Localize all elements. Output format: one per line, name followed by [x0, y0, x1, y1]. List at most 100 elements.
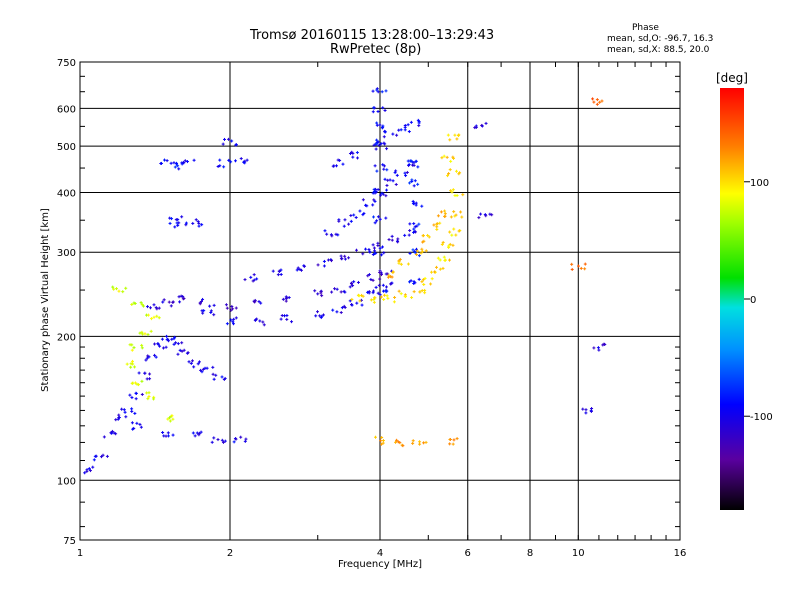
data-point [452, 227, 456, 231]
data-point [171, 433, 175, 437]
data-point [411, 439, 415, 443]
data-point [230, 139, 234, 143]
data-point [259, 301, 263, 305]
data-point [343, 257, 347, 261]
data-point [382, 135, 386, 139]
data-point [412, 163, 416, 167]
data-point [132, 301, 136, 305]
data-point [239, 435, 243, 439]
x-tick-label: 4 [377, 548, 383, 559]
data-point [166, 431, 170, 435]
data-point [251, 279, 255, 283]
data-point [257, 300, 261, 304]
data-point [130, 407, 134, 411]
data-point [453, 214, 457, 218]
data-point [153, 353, 157, 357]
data-point [414, 159, 418, 163]
data-point [413, 251, 417, 255]
data-point [129, 365, 133, 369]
data-point [372, 300, 376, 304]
data-point [91, 465, 95, 469]
data-point [285, 296, 289, 300]
data-point [180, 161, 184, 165]
data-point [176, 164, 180, 168]
data-point [584, 411, 588, 415]
data-point [395, 438, 399, 442]
data-point [331, 308, 335, 312]
data-point [212, 377, 216, 381]
data-point [216, 438, 220, 442]
data-point [115, 287, 119, 291]
data-point [397, 128, 401, 132]
data-point [435, 227, 439, 231]
data-point [364, 247, 368, 251]
data-point [161, 300, 165, 304]
data-point [412, 184, 416, 188]
data-point [140, 346, 144, 350]
data-point [369, 278, 373, 282]
data-point [447, 244, 451, 248]
data-point [422, 283, 426, 287]
data-point [371, 243, 375, 247]
data-point [384, 194, 388, 198]
data-point [448, 230, 452, 234]
data-point [356, 156, 360, 160]
data-point [378, 271, 382, 275]
data-point [386, 275, 390, 279]
data-point [335, 287, 339, 291]
data-point [224, 303, 228, 307]
data-point [366, 290, 370, 294]
data-point [371, 278, 375, 282]
data-point [196, 362, 200, 366]
y-tick-label: 600 [57, 104, 76, 115]
data-point [339, 254, 343, 258]
data-point [210, 440, 214, 444]
data-point [152, 315, 156, 319]
grid-lines [80, 62, 680, 540]
data-point [277, 269, 281, 273]
data-point [201, 297, 205, 301]
data-point [390, 234, 394, 238]
data-point [131, 427, 135, 431]
data-point [412, 227, 416, 231]
chart-subtitle: RwPretec (8p) [330, 42, 422, 57]
data-point [378, 293, 382, 297]
data-point [254, 318, 258, 322]
data-point [159, 162, 163, 166]
data-point [170, 414, 174, 418]
data-point [258, 319, 262, 323]
data-point [451, 188, 455, 192]
data-point [231, 320, 235, 324]
data-point [406, 262, 410, 266]
data-point [185, 160, 189, 164]
data-point [88, 469, 92, 473]
data-point [234, 306, 238, 310]
data-point [187, 360, 191, 364]
data-point [368, 250, 372, 254]
data-point [205, 366, 209, 370]
data-point [383, 108, 387, 112]
data-point [420, 204, 424, 208]
data-point [262, 323, 266, 327]
data-point [443, 209, 447, 213]
data-point [146, 397, 150, 401]
data-point [133, 381, 137, 385]
data-point [392, 300, 396, 304]
data-point [343, 218, 347, 222]
data-point [382, 164, 386, 168]
data-point [276, 273, 280, 277]
data-point [351, 155, 355, 159]
data-point [303, 264, 307, 268]
data-point [461, 193, 465, 197]
data-point [408, 229, 412, 233]
data-point [137, 383, 141, 387]
data-point [383, 130, 387, 134]
data-point [299, 268, 303, 272]
data-point [171, 300, 175, 304]
data-point [168, 216, 172, 220]
data-point [171, 417, 175, 421]
data-point [192, 365, 196, 369]
data-point [279, 317, 283, 321]
data-point [123, 410, 127, 414]
data-point [446, 133, 450, 137]
